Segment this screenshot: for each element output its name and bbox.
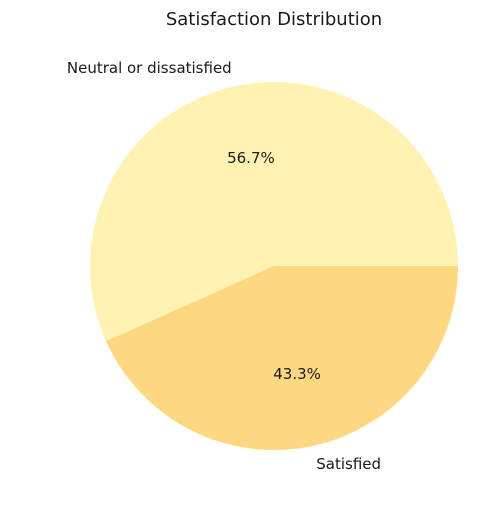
chart-title: Satisfaction Distribution: [166, 9, 382, 30]
slice-pct-label-0: 56.7%: [227, 149, 275, 167]
slice-label-1: Satisfied: [316, 455, 381, 473]
pie-slices: [90, 82, 458, 450]
slice-pct-label-1: 43.3%: [273, 365, 321, 383]
slice-label-0: Neutral or dissatisfied: [67, 59, 232, 77]
